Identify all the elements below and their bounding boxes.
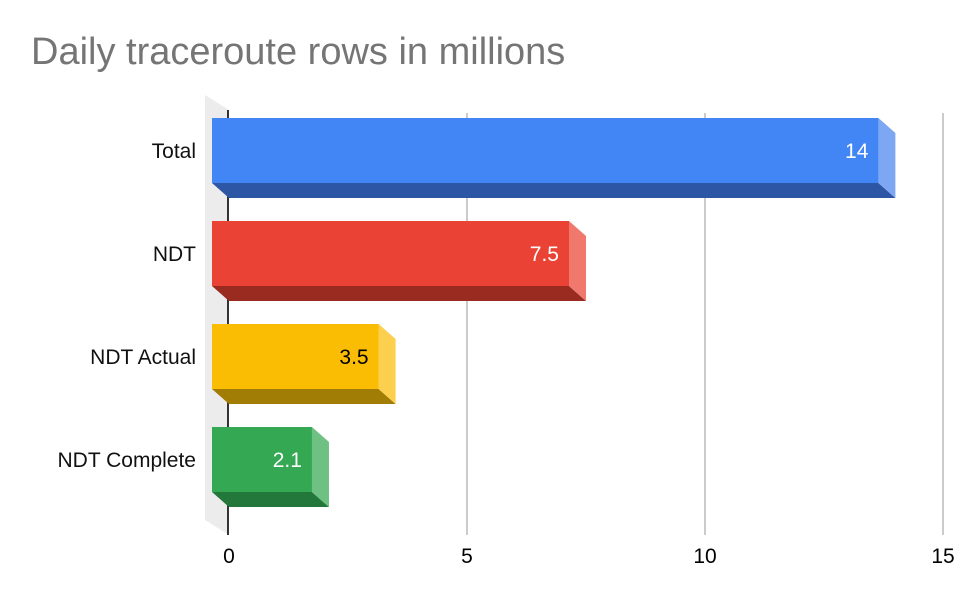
bar-ndt-actual-end-face	[378, 324, 396, 404]
bar-ndt-complete-bottom-face	[212, 492, 329, 507]
bar-ndt-complete-end-face	[311, 427, 329, 507]
bar-ndt-end-face	[569, 221, 586, 301]
bar-ndt-front-face	[212, 221, 569, 286]
bar-ndt-actual-front-face	[212, 324, 379, 389]
x-tick-label-10: 10	[693, 545, 716, 568]
bar-total-bottom-face	[212, 183, 896, 198]
value-label-ndt-complete: 2.1	[273, 449, 302, 472]
bar-ndt-complete-front-face	[212, 427, 312, 492]
category-label-ndt-complete: NDT Complete	[58, 449, 197, 472]
value-label-ndt: 7.5	[530, 243, 559, 266]
category-label-ndt-actual: NDT Actual	[90, 346, 196, 369]
x-tick-label-5: 5	[461, 545, 473, 568]
chart-wall	[205, 95, 229, 535]
bar-ndt-bottom-face	[212, 286, 586, 301]
category-label-ndt: NDT	[153, 243, 196, 266]
value-label-total: 14	[845, 140, 869, 163]
bar-total-front-face	[212, 118, 879, 183]
value-label-ndt-actual: 3.5	[339, 346, 368, 369]
x-tick-label-15: 15	[931, 545, 954, 568]
category-label-total: Total	[152, 140, 196, 163]
bar-total-end-face	[878, 118, 896, 198]
bar-ndt-actual-bottom-face	[212, 389, 396, 404]
chart-title: Daily traceroute rows in millions	[31, 31, 566, 73]
x-tick-label-0: 0	[223, 545, 235, 568]
